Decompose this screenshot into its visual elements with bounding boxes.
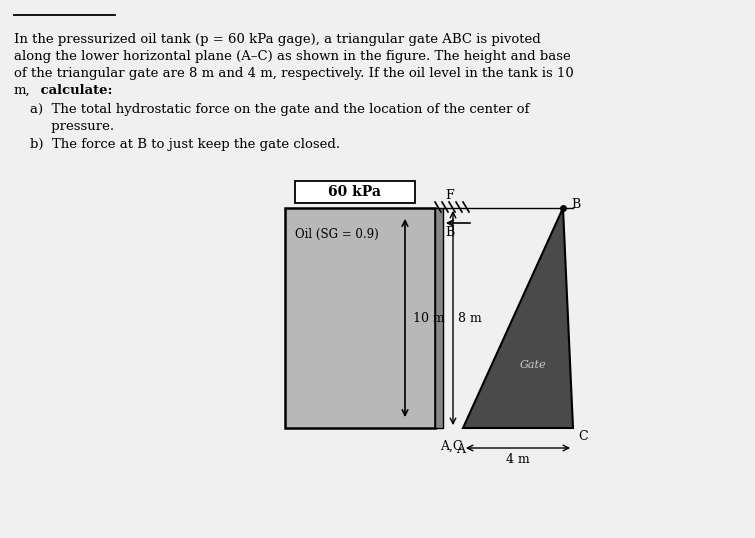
Text: 8 m: 8 m: [458, 312, 482, 324]
Text: 10 m: 10 m: [413, 312, 445, 324]
Text: Oil (SG = 0.9): Oil (SG = 0.9): [295, 228, 379, 241]
Text: In the pressurized oil tank (p = 60 kPa gage), a triangular gate ABC is pivoted: In the pressurized oil tank (p = 60 kPa …: [14, 33, 541, 46]
Text: 4 m: 4 m: [506, 453, 530, 466]
Text: 60 kPa: 60 kPa: [328, 185, 381, 199]
Text: calculate:: calculate:: [36, 84, 112, 97]
Text: a)  The total hydrostatic force on the gate and the location of the center of: a) The total hydrostatic force on the ga…: [30, 103, 529, 116]
Text: C: C: [578, 430, 587, 443]
Text: along the lower horizontal plane (A–C) as shown in the figure. The height and ba: along the lower horizontal plane (A–C) a…: [14, 50, 571, 63]
Bar: [295, 181, 415, 203]
Text: A: A: [457, 443, 466, 456]
Text: A,C: A,C: [440, 440, 463, 452]
Text: of the triangular gate are 8 m and 4 m, respectively. If the oil level in the ta: of the triangular gate are 8 m and 4 m, …: [14, 67, 574, 80]
Text: B: B: [571, 199, 581, 211]
Text: Gate: Gate: [519, 360, 547, 370]
Bar: [435, 208, 443, 428]
Text: m,: m,: [14, 84, 31, 97]
Text: B: B: [445, 226, 455, 239]
Text: pressure.: pressure.: [30, 120, 114, 133]
Bar: [285, 208, 435, 428]
Text: F: F: [445, 189, 454, 202]
Text: b)  The force at B to just keep the gate closed.: b) The force at B to just keep the gate …: [30, 138, 340, 151]
Polygon shape: [463, 208, 573, 428]
